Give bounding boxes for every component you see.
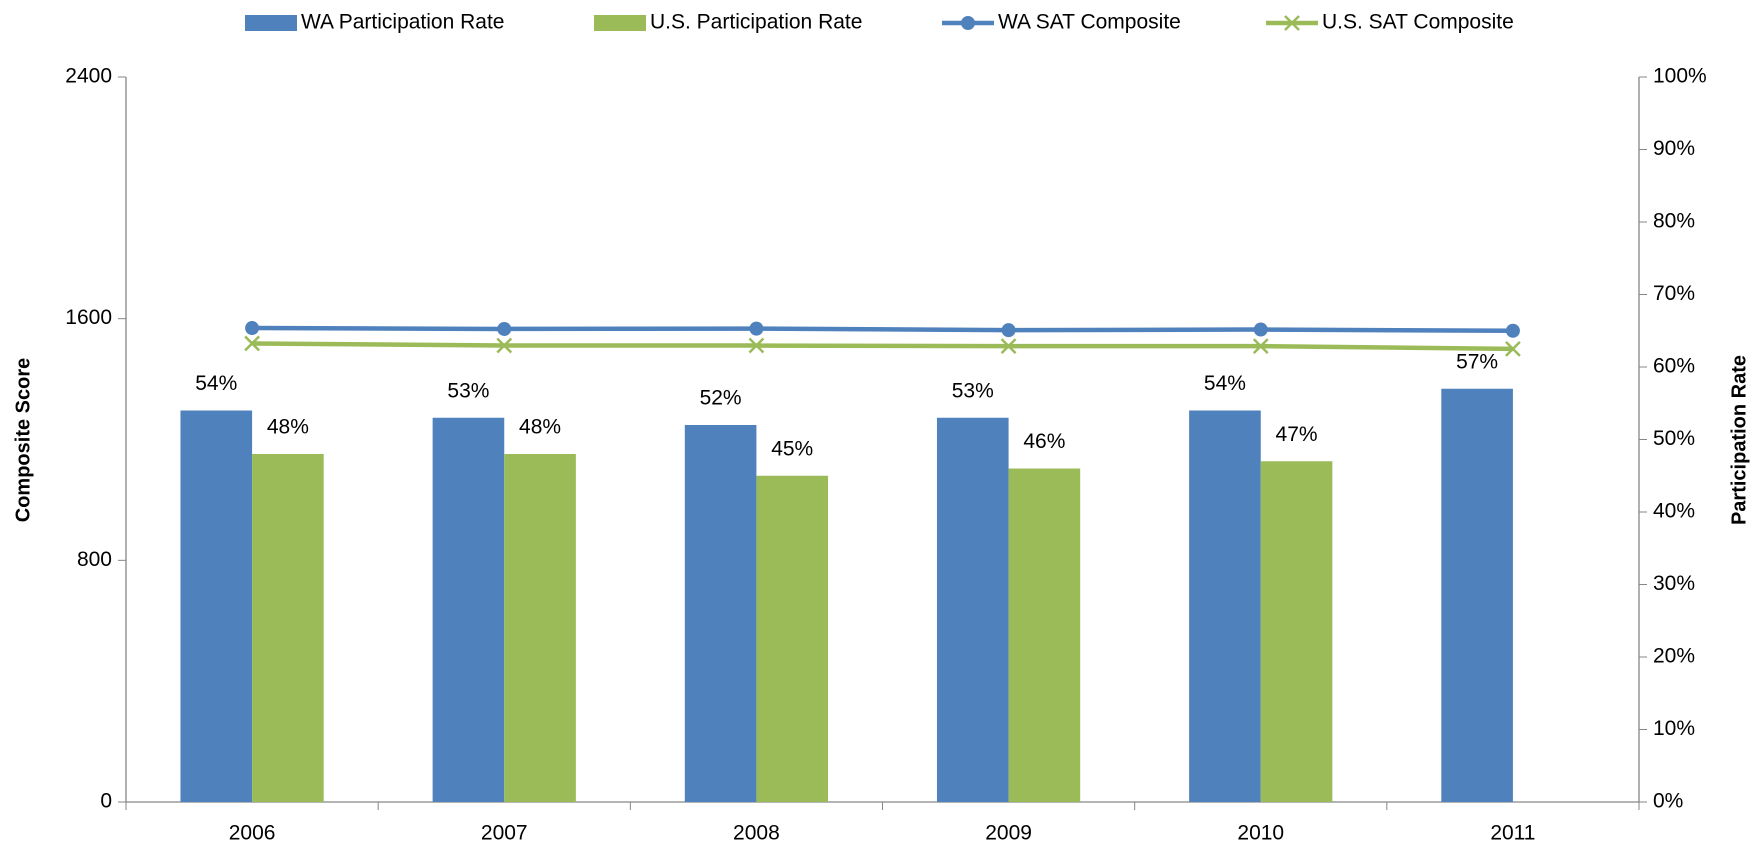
line-marker — [1505, 340, 1521, 357]
bar-value-label: 47% — [1276, 423, 1318, 446]
bar — [1189, 410, 1261, 802]
line-marker — [497, 321, 512, 336]
line — [252, 325, 1513, 333]
line-marker — [245, 321, 260, 336]
bar-value-label: 45% — [771, 437, 813, 460]
bar-value-label: 48% — [267, 416, 309, 439]
bar — [684, 425, 757, 802]
y2-tick-label: 90% — [1653, 137, 1695, 160]
line-marker — [748, 337, 765, 354]
y2-tick-label: 0% — [1653, 790, 1683, 813]
y2-tick-label: 20% — [1653, 645, 1695, 668]
bar — [432, 417, 505, 802]
x-tick-label: 2007 — [481, 822, 528, 845]
line-marker — [496, 337, 513, 354]
y-tick-label: 0 — [100, 790, 112, 813]
bar — [180, 410, 253, 802]
y-tick-label: 800 — [77, 548, 112, 571]
bar-value-label: 52% — [700, 387, 742, 410]
bar — [1008, 468, 1081, 802]
bar — [252, 454, 324, 802]
legend-swatch — [594, 15, 646, 31]
x-tick-label: 2008 — [733, 822, 780, 845]
bar — [1441, 388, 1513, 802]
y2-tick-label: 40% — [1653, 500, 1695, 523]
line — [252, 341, 1513, 352]
x-tick-label: 2009 — [985, 822, 1032, 845]
bar — [936, 417, 1009, 802]
bar — [756, 475, 829, 802]
y2-tick-label: 100% — [1653, 65, 1707, 88]
y-axis-label: Composite Score — [12, 358, 34, 522]
y-tick-label: 2400 — [65, 65, 112, 88]
bar-value-label: 57% — [1456, 350, 1498, 373]
legend-label: U.S. Participation Rate — [650, 11, 862, 34]
legend-label: U.S. SAT Composite — [1322, 11, 1514, 34]
bar-value-label: 53% — [952, 379, 994, 402]
legend-swatch — [245, 15, 297, 31]
legend-label: WA SAT Composite — [998, 11, 1181, 34]
y-tick-label: 1600 — [65, 306, 112, 329]
legend-marker — [961, 16, 975, 30]
y2-tick-label: 80% — [1653, 210, 1695, 233]
bar-value-label: 53% — [447, 379, 489, 402]
y2-tick-label: 30% — [1653, 572, 1695, 595]
legend-label: WA Participation Rate — [301, 11, 504, 34]
legend-marker — [1284, 15, 1300, 31]
bar-value-label: 46% — [1023, 430, 1065, 453]
line-marker — [1252, 338, 1269, 355]
bar-value-label: 54% — [1204, 372, 1246, 395]
line-marker — [1253, 322, 1268, 337]
bar-value-label: 48% — [519, 416, 561, 439]
line-marker — [749, 321, 764, 336]
y2-tick-label: 60% — [1653, 355, 1695, 378]
y2-tick-label: 10% — [1653, 717, 1695, 740]
y2-tick-label: 70% — [1653, 282, 1695, 305]
line-marker — [1505, 323, 1520, 338]
bar — [504, 454, 576, 802]
line-marker — [1000, 338, 1017, 355]
x-tick-label: 2010 — [1237, 822, 1284, 845]
y2-tick-label: 50% — [1653, 427, 1695, 450]
line-marker — [1001, 323, 1016, 338]
line-marker — [244, 335, 260, 352]
x-tick-label: 2006 — [229, 822, 276, 845]
y2-axis-label: Participation Rate — [1728, 355, 1750, 525]
bar-value-label: 54% — [195, 372, 237, 395]
x-tick-label: 2011 — [1490, 822, 1535, 845]
bar — [1260, 461, 1333, 802]
